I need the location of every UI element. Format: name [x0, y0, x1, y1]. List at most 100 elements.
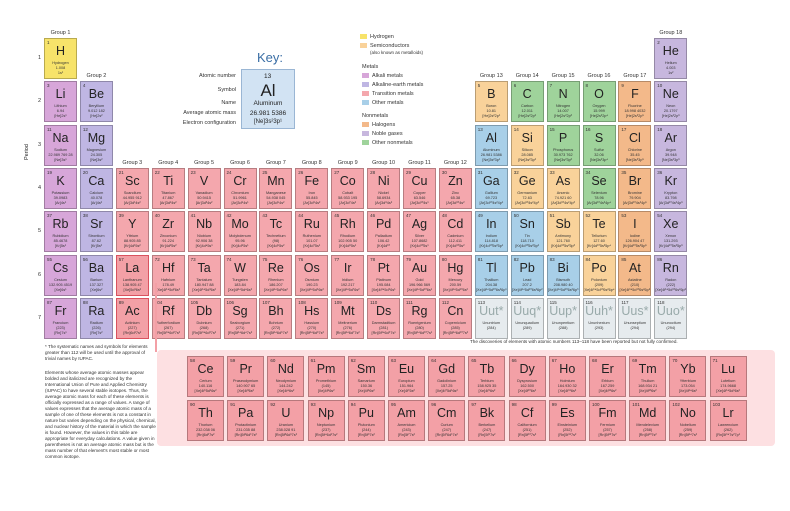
key-label-mass: Average atomic mass: [183, 110, 236, 116]
element-mass: 157.25: [440, 384, 453, 388]
element-name: Fermium: [600, 423, 615, 427]
element-name: Polonium: [591, 277, 607, 282]
element-symbol: Uuh*: [585, 303, 613, 318]
element-number: 75: [262, 256, 268, 262]
element-config: [Ar]4s¹: [54, 200, 67, 205]
element-name: Lanthanum: [122, 277, 142, 282]
element-number: 103: [712, 402, 721, 407]
element-name: Seaborgium: [229, 320, 251, 325]
element-name: Ytterbium: [679, 379, 697, 383]
element-cell-db: 105 Db Dubnium (268) [Rn]5f¹⁴6d³7s²: [187, 297, 221, 339]
element-mass: 4.003: [666, 66, 676, 70]
element-config: [Kr]4d¹⁰5s¹: [410, 244, 429, 249]
element-mass: 158.925 35: [477, 384, 497, 388]
element-name: Molybdenum: [229, 234, 251, 239]
element-symbol: Al: [485, 130, 497, 145]
element-config: [Xe]4f¹⁴5d⁶6s²: [299, 287, 324, 292]
element-symbol: Mn: [267, 173, 285, 188]
element-number: 84: [585, 256, 591, 262]
element-name: Thallium: [484, 277, 499, 282]
key-label-name: Name: [221, 100, 236, 106]
element-mass: 192.217: [340, 282, 355, 287]
element-name: Zinc: [451, 190, 459, 195]
element-cell-c: 6 C Carbon 12.011 [He]2s²2p²: [510, 81, 544, 123]
element-symbol: Tm: [638, 362, 657, 376]
element-name: Fluorine: [628, 104, 642, 109]
element-number: 101: [632, 402, 640, 407]
element-number: 37: [47, 213, 53, 219]
element-cell-pu: 94 Pu Plutonium (244) [Rn]5f⁶7s²: [347, 400, 385, 441]
element-name: Terbium: [480, 379, 494, 383]
element-cell-cs: 55 Cs Cesium 132.905 4519 [Xe]6s¹: [44, 254, 77, 296]
element-name: Silicon: [521, 147, 533, 152]
legend-noble-gases: Noble gases: [362, 131, 403, 137]
element-symbol: Si: [521, 130, 533, 145]
element-name: Dubnium: [196, 320, 212, 325]
element-number: 81: [477, 256, 483, 262]
element-cell-zr: 40 Zr Zirconium 91.224 [Kr]4d²5s²: [151, 211, 185, 253]
element-config: [Ar]3d⁶4s²: [303, 200, 321, 205]
element-cell-cm: 96 Cm Curium (247) [Rn]5f⁷6d¹7s²: [428, 400, 466, 441]
element-cell-cr: 24 Cr Chromium 51.9961 [Ar]3d⁵4s¹: [223, 167, 257, 209]
element-number: 60: [270, 358, 276, 363]
element-symbol: Ni: [377, 173, 390, 188]
element-mass: (270): [307, 325, 317, 330]
element-number: 46: [370, 213, 376, 219]
element-symbol: Lu: [721, 362, 736, 376]
group-heading: Group 1: [50, 30, 71, 36]
group-heading: Group 6: [230, 159, 250, 166]
element-cell-yb: 70 Yb Ytterbium 173.054 [Xe]4f¹⁴6s²: [669, 356, 707, 397]
element-mass: 195.084: [376, 282, 391, 287]
element-number: 118: [657, 299, 665, 305]
element-mass: 180.947 88: [194, 282, 214, 287]
element-config: [Ar]3d³4s²: [195, 200, 213, 205]
element-symbol: Th: [198, 406, 213, 420]
period-number: 7: [38, 314, 42, 321]
element-config: [Xe]4f¹⁴5d¹⁰6s²6p¹: [476, 287, 507, 292]
element-symbol: Ac: [125, 303, 140, 318]
element-config: [Kr]4d⁵5s²: [267, 244, 285, 249]
element-number: 36: [657, 169, 663, 175]
element-mass: (262): [723, 428, 733, 432]
element-name: Mendelevium: [636, 423, 659, 427]
element-name: Berkelium: [478, 423, 496, 427]
element-symbol: Au: [411, 260, 428, 275]
element-config: [Kr]4d¹⁰: [377, 244, 391, 249]
period-number: 6: [38, 271, 42, 278]
legend-semiconductors-note: (also known as metalloids): [370, 50, 424, 55]
element-symbol: Uus*: [621, 303, 649, 318]
element-config: [Kr]4d¹⁰5s²5p³: [551, 244, 575, 249]
element-mass: 112.411: [448, 239, 462, 244]
element-config: [Rn]5f¹³7s²: [638, 433, 657, 437]
element-number: 74: [226, 256, 232, 262]
element-cell-w: 74 W Tungsten 183.84 [Xe]4f¹⁴5d⁴6s²: [223, 254, 257, 296]
element-config: [Ne]3s²3p²: [518, 157, 537, 162]
element-config: [Ar]3d¹⁰4s²4p³: [551, 200, 575, 205]
element-mass: (294): [666, 325, 676, 330]
element-config: [Xe]4f¹⁴5d⁵6s²: [263, 287, 288, 292]
element-symbol: Pu: [358, 406, 374, 420]
element-cell-nd: 60 Nd Neodymium 144.242 [Xe]4f⁴6s²: [267, 356, 305, 397]
element-symbol: Po: [591, 260, 607, 275]
element-config: [Xe]4f⁴6s²: [277, 389, 295, 393]
element-config: [Xe]4f¹⁴5d¹⁰6s¹: [406, 287, 433, 292]
element-mass: (294): [630, 325, 640, 330]
element-symbol: Y: [128, 217, 137, 232]
element-name: Praseodymium: [233, 379, 259, 383]
element-symbol: Cd: [447, 217, 464, 232]
element-cell-pa: 91 Pa Protactinium 231.035 88 [Rn]5f²6d¹7s²: [227, 400, 265, 441]
element-symbol: Ir: [343, 260, 352, 275]
element-cell-bi: 83 Bi Bismuth 208.980 40 [Xe]4f¹⁴5d¹⁰6s²6p³: [546, 254, 580, 296]
element-config: [Xe]5d¹6s²: [123, 287, 142, 292]
period-number: 4: [38, 184, 42, 191]
element-number: 90: [190, 402, 196, 407]
element-mass: (271): [235, 325, 245, 330]
element-config: [Kr]5s¹: [54, 244, 67, 249]
element-mass: 32.06: [594, 152, 604, 157]
element-config: [Ar]3d⁵4s¹: [231, 200, 249, 205]
element-number: 15: [549, 126, 555, 132]
element-config: [Ne]3s¹: [54, 157, 67, 162]
element-symbol: Pd: [375, 217, 392, 232]
element-name: Nobelium: [679, 423, 696, 427]
element-symbol: Sm: [356, 362, 376, 376]
